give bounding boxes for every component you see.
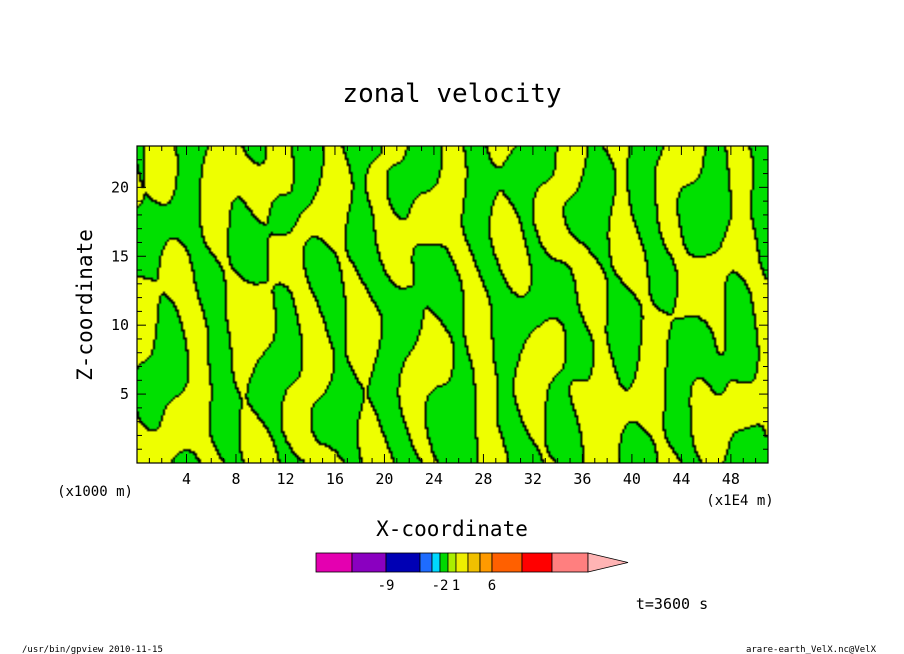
x-tick-label: 28 [474, 470, 492, 488]
colorbar-swatch [431, 552, 441, 573]
x-tick-label: 40 [623, 470, 641, 488]
x-tick-label: 16 [326, 470, 344, 488]
colorbar-swatch [455, 552, 469, 573]
colorbar-swatch [385, 552, 421, 573]
colorbar-swatch [467, 552, 481, 573]
chart-title: zonal velocity [342, 79, 561, 109]
colorbar-swatch [419, 552, 433, 573]
y-tick-label: 20 [111, 178, 129, 196]
colorbar-swatch [491, 552, 523, 573]
x-tick-label: 4 [182, 470, 191, 488]
y-tick-label: 5 [120, 385, 129, 403]
x-ticks: 4 8 12 16 20 24 28 32 36 40 44 48 [136, 146, 769, 488]
colorbar-label: 6 [488, 578, 496, 594]
x-tick-label: 12 [276, 470, 294, 488]
y-axis-label: Z-coordinate [73, 229, 97, 381]
colorbar-swatch [447, 552, 457, 573]
colorbar-swatch [521, 552, 553, 573]
y-tick-label: 15 [111, 247, 129, 265]
footer-right: arare-earth_VelX.nc@VelX [746, 645, 877, 654]
colorbar-label: -9 [378, 578, 395, 594]
colorbar-label: 1 [452, 578, 460, 594]
colorbar: -9 -2 1 6 [315, 552, 629, 594]
x-tick-label: 44 [672, 470, 690, 488]
x-axis-label: X-coordinate [376, 517, 528, 541]
x-tick-label: 8 [231, 470, 240, 488]
x-tick-label: 32 [524, 470, 542, 488]
colorbar-swatch [351, 552, 387, 573]
colorbar-swatch [439, 552, 449, 573]
colorbar-extension [587, 552, 629, 573]
x-tick-label: 24 [425, 470, 443, 488]
velocity-field [137, 146, 768, 463]
y-tick-label: 10 [111, 316, 129, 334]
colorbar-swatch [315, 552, 353, 573]
y-ticks: 5 10 15 20 [111, 145, 768, 464]
time-label: t=3600 s [636, 595, 708, 613]
y-unit-label: (x1000 m) [57, 484, 133, 500]
footer-left: /usr/bin/gpview 2010-11-15 [22, 645, 163, 654]
colorbar-swatch [479, 552, 493, 573]
colorbar-label: -2 [432, 578, 449, 594]
x-tick-label: 48 [722, 470, 740, 488]
x-unit-label: (x1E4 m) [706, 493, 773, 509]
colorbar-swatch [551, 552, 589, 573]
x-tick-label: 20 [375, 470, 393, 488]
plot-frame [136, 145, 769, 464]
x-tick-label: 36 [573, 470, 591, 488]
